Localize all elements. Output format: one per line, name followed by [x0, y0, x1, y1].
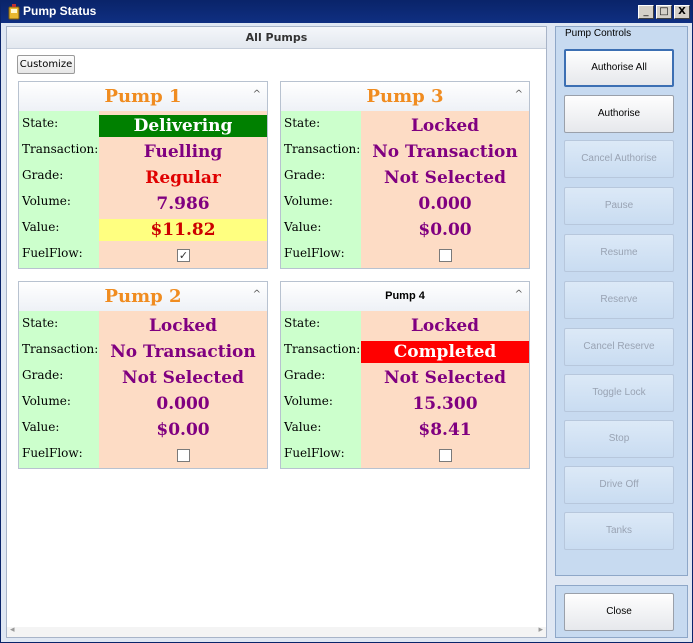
value-label: Value:: [22, 220, 60, 234]
pump-1-values: Delivering Fuelling Regular 7.986 $11.82…: [99, 111, 267, 268]
pump-4-labels: State: Transaction: Grade: Volume: Value…: [281, 311, 361, 468]
state-label: State:: [22, 116, 59, 130]
volume-label: Volume:: [284, 194, 333, 208]
pump-4-header[interactable]: Pump 4 ^: [281, 282, 529, 311]
drive-off-button[interactable]: Drive Off: [564, 466, 674, 504]
pump-1-card: Pump 1 ^ State: Transaction: Grade: Volu…: [18, 81, 268, 269]
fuelflow-label: FuelFlow:: [284, 446, 345, 460]
pump-2-header[interactable]: Pump 2 ^: [19, 282, 267, 311]
pump-1-grade: Regular: [145, 168, 221, 188]
pump-4-grade: Not Selected: [384, 368, 506, 388]
pump-4-transaction: Completed: [361, 341, 529, 363]
tanks-button[interactable]: Tanks: [564, 512, 674, 550]
pump-1-transaction: Fuelling: [143, 142, 223, 162]
title-bar: Pump Status _ □ X: [1, 1, 692, 23]
pause-button[interactable]: Pause: [564, 187, 674, 225]
minimize-button[interactable]: _: [638, 5, 654, 19]
fuelflow-label: FuelFlow:: [22, 446, 83, 460]
pump-4-value: $8.41: [418, 420, 472, 440]
pump-3-labels: State: Transaction: Grade: Volume: Value…: [281, 111, 361, 268]
all-pumps-header: All Pumps: [7, 27, 546, 49]
pump-1-value: $11.82: [99, 219, 267, 241]
fuelflow-label: FuelFlow:: [284, 246, 345, 260]
pump-2-value: $0.00: [156, 420, 210, 440]
grade-label: Grade:: [22, 168, 64, 182]
close-window-button[interactable]: X: [674, 5, 690, 19]
pump-3-volume: 0.000: [418, 194, 472, 214]
pump-3-header[interactable]: Pump 3 ^: [281, 82, 529, 111]
pump-2-grade: Not Selected: [122, 368, 244, 388]
pump-3-state: Locked: [410, 116, 480, 136]
grade-label: Grade:: [284, 168, 326, 182]
volume-label: Volume:: [284, 394, 333, 408]
horizontal-scrollbar[interactable]: ◂ ▸: [7, 625, 546, 637]
close-button[interactable]: Close: [564, 593, 674, 631]
reserve-button[interactable]: Reserve: [564, 281, 674, 319]
value-label: Value:: [284, 420, 322, 434]
pump-2-fuelflow-checkbox[interactable]: [177, 449, 190, 462]
volume-label: Volume:: [22, 394, 71, 408]
state-label: State:: [284, 316, 321, 330]
collapse-chevron-icon[interactable]: ^: [252, 89, 261, 100]
value-label: Value:: [284, 220, 322, 234]
pump-2-transaction: No Transaction: [110, 342, 256, 362]
cancel-authorise-button[interactable]: Cancel Authorise: [564, 140, 674, 178]
scroll-left-icon[interactable]: ◂: [10, 625, 15, 635]
authorise-button[interactable]: Authorise: [564, 95, 674, 133]
pump-3-title: Pump 3: [366, 86, 444, 107]
pump-1-header[interactable]: Pump 1 ^: [19, 82, 267, 111]
pump-4-fuelflow-checkbox[interactable]: [439, 449, 452, 462]
pump-4-volume: 15.300: [412, 394, 478, 414]
pump-2-card: Pump 2 ^ State: Transaction: Grade: Volu…: [18, 281, 268, 469]
pump-3-card: Pump 3 ^ State: Transaction: Grade: Volu…: [280, 81, 530, 269]
scroll-right-icon[interactable]: ▸: [538, 625, 543, 635]
value-label: Value:: [22, 420, 60, 434]
pump-4-title: Pump 4: [385, 290, 425, 302]
pump-4-values: Locked Completed Not Selected 15.300 $8.…: [361, 311, 529, 468]
collapse-chevron-icon[interactable]: ^: [252, 289, 261, 300]
pump-3-fuelflow-checkbox[interactable]: [439, 249, 452, 262]
customize-button[interactable]: Customize: [17, 55, 75, 74]
pump-1-labels: State: Transaction: Grade: Volume: Value…: [19, 111, 99, 268]
volume-label: Volume:: [22, 194, 71, 208]
toggle-lock-button[interactable]: Toggle Lock: [564, 374, 674, 412]
transaction-label: Transaction:: [22, 142, 99, 156]
pump-3-transaction: No Transaction: [372, 142, 518, 162]
state-label: State:: [22, 316, 59, 330]
transaction-label: Transaction:: [284, 142, 361, 156]
pump-2-state: Locked: [148, 316, 218, 336]
resume-button[interactable]: Resume: [564, 234, 674, 272]
cancel-reserve-button[interactable]: Cancel Reserve: [564, 328, 674, 366]
all-pumps-panel: All Pumps Customize Pump 1 ^ State: Tran…: [6, 26, 547, 638]
pump-3-value: $0.00: [418, 220, 472, 240]
pump-2-title: Pump 2: [104, 286, 182, 307]
pump-4-card: Pump 4 ^ State: Transaction: Grade: Volu…: [280, 281, 530, 469]
pump-2-values: Locked No Transaction Not Selected 0.000…: [99, 311, 267, 468]
pump-3-grade: Not Selected: [384, 168, 506, 188]
maximize-button[interactable]: □: [656, 5, 672, 19]
collapse-chevron-icon[interactable]: ^: [514, 289, 523, 300]
fuelflow-label: FuelFlow:: [22, 246, 83, 260]
pump-1-title: Pump 1: [104, 86, 182, 107]
pump-2-volume: 0.000: [156, 394, 210, 414]
pump-1-state: Delivering: [99, 115, 267, 137]
pump-1-fuelflow-checkbox[interactable]: ✓: [177, 249, 190, 262]
pump-3-values: Locked No Transaction Not Selected 0.000…: [361, 111, 529, 268]
pump-controls-legend: Pump Controls: [563, 28, 634, 39]
pump-1-volume: 7.986: [156, 194, 210, 214]
grade-label: Grade:: [284, 368, 326, 382]
authorise-all-button[interactable]: Authorise All: [564, 49, 674, 87]
window-title: Pump Status: [23, 4, 97, 18]
transaction-label: Transaction:: [22, 342, 99, 356]
grade-label: Grade:: [22, 368, 64, 382]
pump-2-labels: State: Transaction: Grade: Volume: Value…: [19, 311, 99, 468]
state-label: State:: [284, 116, 321, 130]
collapse-chevron-icon[interactable]: ^: [514, 89, 523, 100]
pump-4-state: Locked: [410, 316, 480, 336]
stop-button[interactable]: Stop: [564, 420, 674, 458]
transaction-label: Transaction:: [284, 342, 361, 356]
app-icon: [8, 4, 20, 20]
